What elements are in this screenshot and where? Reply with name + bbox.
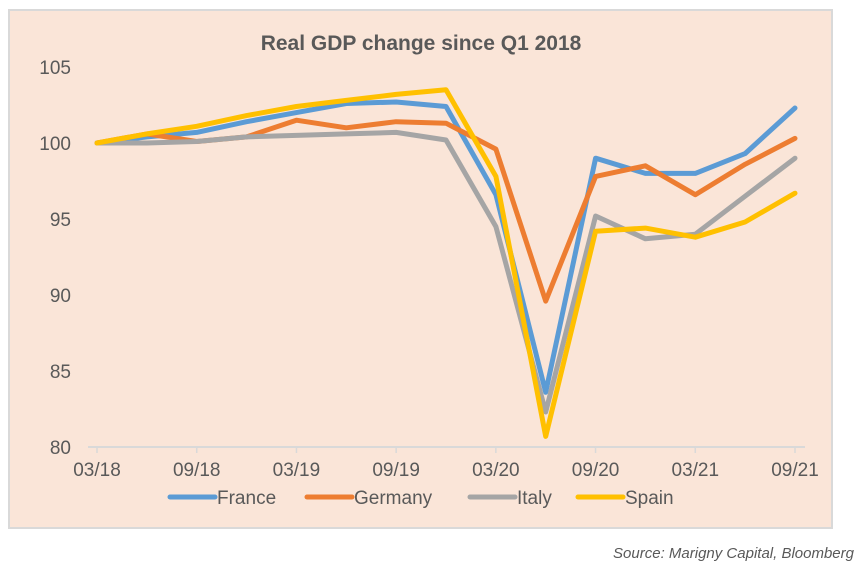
series-line-germany — [94, 117, 798, 304]
legend-label-italy: Italy — [517, 488, 552, 509]
y-axis: 80 85 90 95 100 105 — [39, 58, 71, 459]
legend-label-spain: Spain — [625, 488, 674, 509]
series-lines — [94, 87, 798, 439]
y-tick-label: 95 — [50, 210, 71, 231]
x-tick-label: 03/19 — [273, 460, 321, 481]
x-tick-label: 09/18 — [173, 460, 221, 481]
y-tick-label: 90 — [50, 286, 71, 307]
x-tick-label: 03/21 — [672, 460, 720, 481]
y-tick-label: 105 — [39, 58, 71, 79]
x-tick-label: 03/18 — [73, 460, 121, 481]
x-tick-label: 09/21 — [771, 460, 819, 481]
y-tick-label: 85 — [50, 362, 71, 383]
x-tick-label: 09/20 — [572, 460, 620, 481]
y-tick-label: 80 — [50, 438, 71, 459]
x-tick-label: 09/19 — [372, 460, 420, 481]
series-line-france — [94, 99, 798, 395]
source-note: Source: Marigny Capital, Bloomberg — [613, 545, 854, 562]
chart-title: Real GDP change since Q1 2018 — [261, 32, 582, 55]
y-tick-label: 100 — [39, 134, 71, 155]
legend-label-germany: Germany — [354, 488, 433, 509]
x-tick-label: 03/20 — [472, 460, 520, 481]
legend-label-france: France — [217, 488, 276, 509]
chart-area — [8, 9, 833, 529]
series-line-spain — [94, 87, 798, 439]
legend: France Germany Italy Spain — [167, 488, 674, 509]
x-axis: 03/18 09/18 03/19 09/19 03/20 09/20 03/21 09/21 — [73, 447, 819, 481]
